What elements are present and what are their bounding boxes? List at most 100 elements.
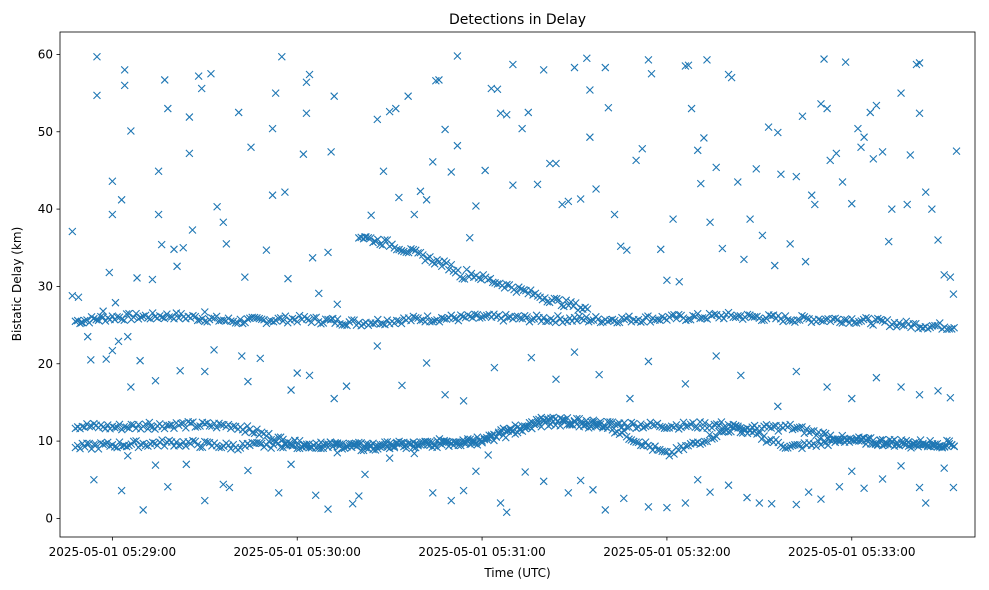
data-point	[361, 233, 369, 241]
data-point	[350, 316, 358, 324]
data-point	[904, 437, 913, 446]
data-point	[626, 394, 634, 403]
data-point	[492, 312, 501, 321]
data-point	[145, 418, 154, 427]
data-point	[907, 441, 915, 450]
data-point	[250, 313, 259, 322]
data-point	[354, 440, 363, 449]
data-point	[170, 424, 178, 433]
data-point	[864, 434, 873, 443]
data-point	[687, 104, 696, 113]
data-point	[511, 430, 520, 438]
data-points	[68, 52, 961, 517]
data-point	[484, 451, 493, 459]
data-point	[172, 438, 181, 446]
data-point	[99, 440, 108, 449]
data-point	[196, 316, 204, 324]
data-point	[497, 426, 505, 434]
data-point	[708, 435, 716, 443]
data-point	[255, 439, 264, 448]
data-point	[473, 310, 482, 319]
data-point	[442, 315, 451, 324]
data-point	[619, 494, 628, 503]
data-point	[293, 444, 302, 453]
data-point	[129, 313, 138, 322]
data-point	[200, 496, 209, 505]
data-point	[466, 312, 475, 321]
data-point	[493, 85, 502, 94]
data-point	[269, 317, 278, 326]
data-point	[430, 316, 439, 325]
data-point	[102, 355, 111, 364]
data-point	[655, 316, 664, 325]
data-point	[231, 318, 240, 327]
data-point	[139, 312, 148, 321]
data-point	[268, 191, 277, 200]
data-point	[764, 123, 773, 132]
data-point	[462, 265, 471, 274]
data-point	[108, 177, 117, 186]
data-point	[589, 316, 598, 325]
data-point	[229, 317, 238, 326]
data-point	[556, 421, 565, 430]
data-point	[807, 441, 816, 450]
data-point	[576, 476, 585, 485]
data-point	[308, 253, 317, 262]
data-point	[931, 321, 939, 330]
data-point	[946, 273, 955, 282]
data-point	[572, 316, 581, 325]
data-point	[293, 369, 302, 377]
data-point	[89, 475, 98, 484]
data-point	[423, 254, 432, 263]
data-point	[869, 154, 878, 163]
data-point	[897, 461, 905, 470]
data-point	[453, 266, 462, 275]
data-point	[696, 440, 704, 449]
y-axis-label: Bistatic Delay (km)	[10, 227, 24, 342]
data-point	[508, 60, 517, 69]
data-point	[379, 167, 388, 176]
y-tick-label: 0	[45, 511, 53, 525]
data-point	[96, 439, 105, 447]
data-point	[385, 107, 394, 116]
data-point	[516, 314, 524, 323]
data-point	[148, 438, 157, 447]
data-point	[921, 188, 930, 196]
data-point	[653, 315, 662, 324]
x-tick-label: 2025-05-01 05:32:00	[603, 545, 730, 559]
data-point	[362, 440, 370, 448]
x-axis: 2025-05-01 05:29:00 2025-05-01 05:30:00 20…	[49, 537, 915, 559]
data-point	[727, 73, 736, 82]
data-point	[788, 425, 797, 434]
data-point	[502, 508, 511, 517]
data-point	[603, 424, 612, 433]
data-point	[586, 133, 594, 142]
data-point	[250, 429, 259, 438]
data-point	[826, 156, 835, 165]
data-point	[533, 292, 542, 300]
data-point	[774, 427, 783, 435]
data-point	[845, 434, 854, 443]
data-point	[520, 311, 529, 320]
data-point	[210, 345, 218, 354]
data-point	[914, 440, 923, 448]
data-point	[625, 435, 633, 444]
data-point	[409, 312, 418, 321]
data-point	[915, 390, 924, 399]
data-point	[542, 317, 550, 326]
data-point	[519, 286, 528, 295]
data-point	[946, 393, 955, 402]
data-point	[326, 438, 335, 447]
data-point	[570, 348, 579, 357]
data-point	[738, 425, 747, 433]
data-point	[89, 314, 98, 323]
data-point	[431, 76, 440, 85]
data-point	[279, 435, 287, 444]
data-point	[798, 423, 806, 431]
data-point	[437, 262, 446, 271]
data-point	[196, 443, 204, 452]
data-point	[409, 443, 418, 452]
data-point	[262, 246, 271, 254]
data-point	[324, 248, 332, 257]
